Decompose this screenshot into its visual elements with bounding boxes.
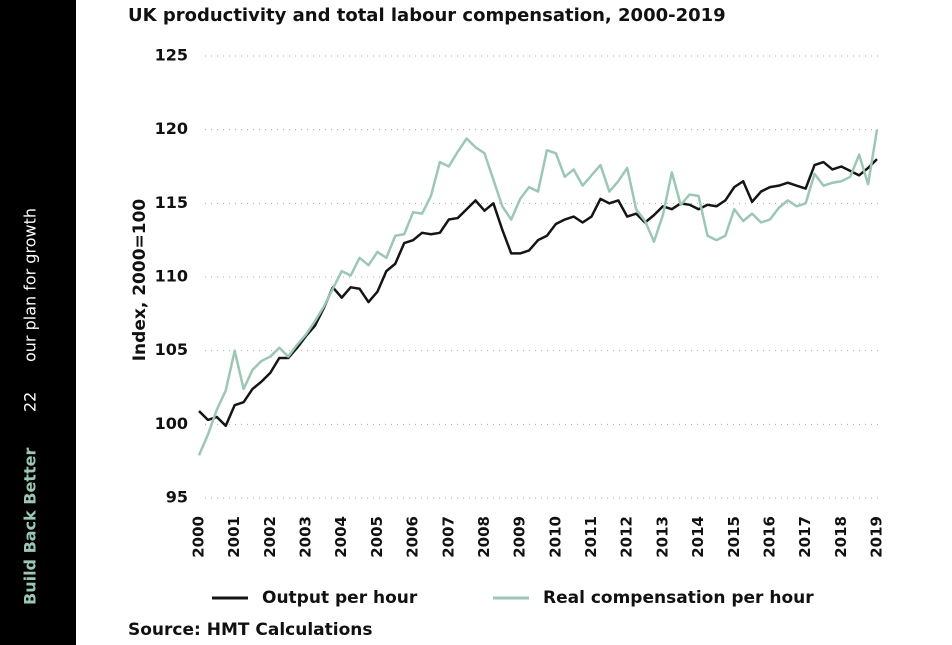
series-line (198, 158, 878, 428)
y-tick-label: 105 (155, 340, 188, 359)
sidebar-tagline: our plan for growth (21, 208, 40, 362)
legend-label: Output per hour (262, 588, 418, 608)
x-tick-label: 2002 (261, 516, 279, 558)
x-tick-label: 2016 (760, 516, 778, 558)
x-tick-label: 2014 (689, 516, 707, 558)
x-tick-label: 2001 (225, 516, 243, 558)
x-tick-label: 2003 (297, 516, 315, 558)
x-tick-label: 2015 (725, 516, 743, 558)
sidebar-brand: Build Back Better (21, 448, 40, 605)
x-tick-label: 2012 (618, 516, 636, 558)
y-tick-label: 95 (166, 488, 188, 507)
x-tick-label: 2000 (190, 516, 208, 558)
sidebar (0, 0, 76, 645)
y-tick-label: 115 (155, 193, 188, 212)
x-tick-label: 2005 (368, 516, 386, 558)
x-tick-label: 2010 (546, 516, 564, 558)
source: Source: HMT Calculations (128, 620, 373, 640)
y-tick-label: 110 (155, 267, 188, 286)
x-tick-label: 2008 (475, 516, 493, 558)
x-tick-label: 2004 (332, 516, 350, 558)
x-tick-label: 2018 (832, 516, 850, 558)
y-tick-label: 100 (155, 414, 188, 433)
x-tick-label: 2006 (404, 516, 422, 558)
x-tick-label: 2009 (511, 516, 529, 558)
x-tick-label: 2013 (653, 516, 671, 558)
chart-title: UK productivity and total labour compens… (128, 5, 726, 26)
y-tick-label: 125 (155, 46, 188, 65)
y-axis-label: Index, 2000=100 (130, 199, 150, 362)
x-tick-label: 2019 (868, 516, 886, 558)
series-line (197, 129, 879, 456)
x-tick-label: 2017 (796, 516, 814, 558)
x-tick-label: 2011 (582, 516, 600, 558)
y-tick-label: 120 (155, 119, 188, 138)
legend-label: Real compensation per hour (543, 588, 814, 608)
sidebar-page: 22 (21, 392, 40, 412)
x-tick-label: 2007 (439, 516, 457, 558)
